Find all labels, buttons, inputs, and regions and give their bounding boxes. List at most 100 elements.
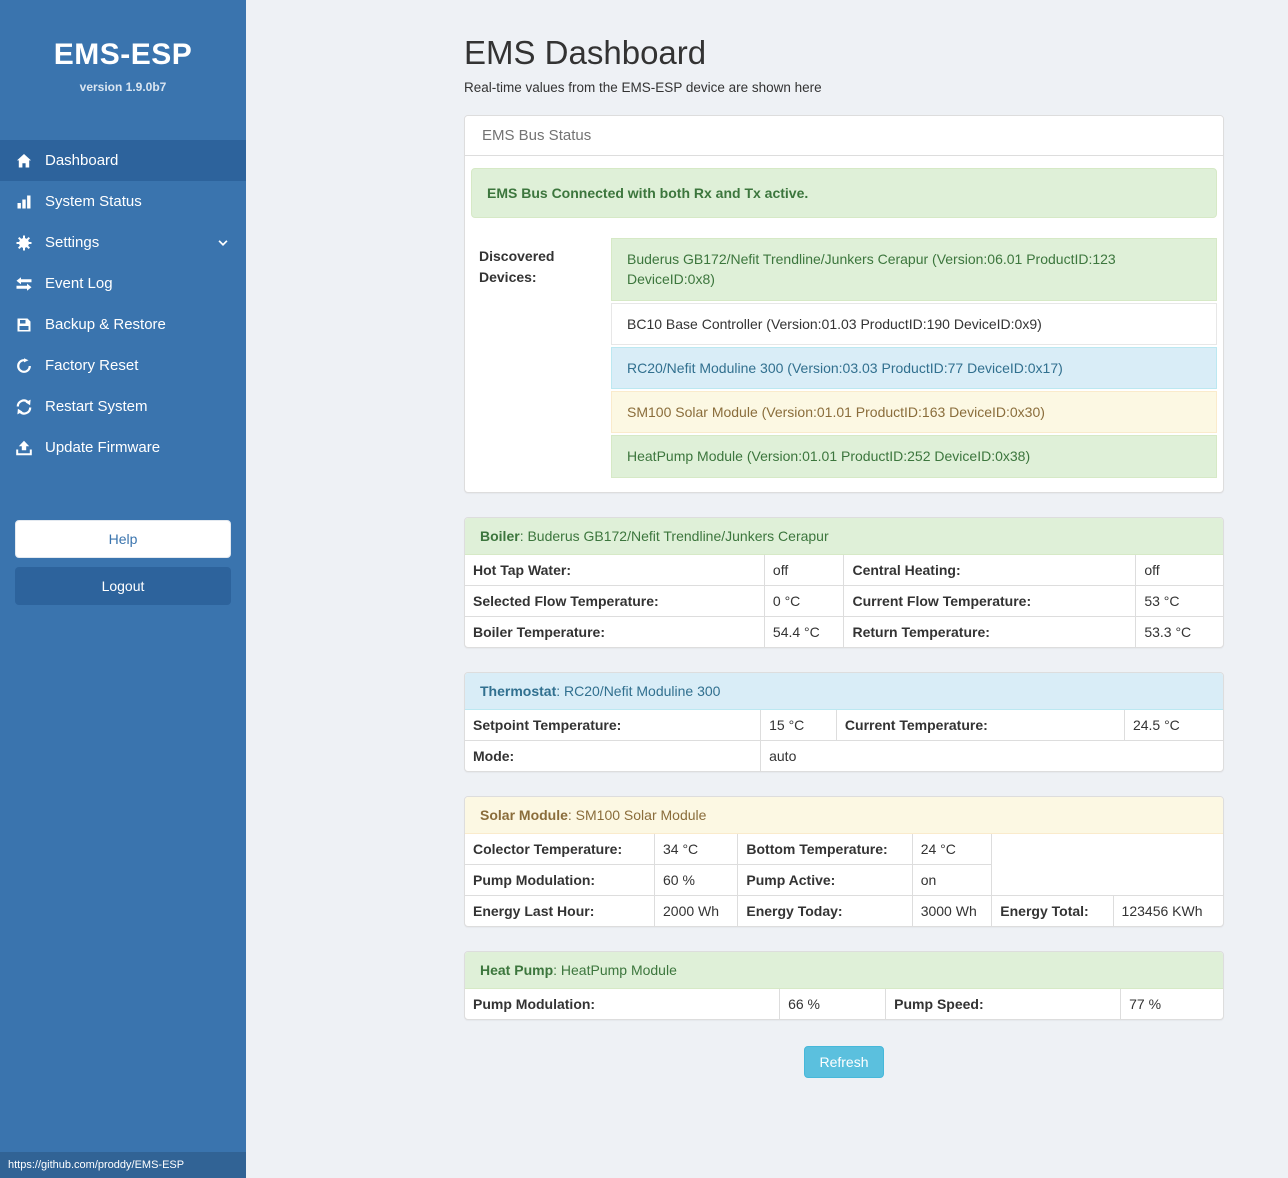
table-row: Colector Temperature: 34 °C Bottom Tempe… [465,833,1223,865]
thermostat-panel: Thermostat: RC20/Nefit Moduline 300 Setp… [464,671,1224,772]
refresh-button[interactable]: Refresh [804,1045,884,1078]
gear-icon [16,235,32,251]
table-row: Boiler Temperature: 54.4 °C Return Tempe… [465,615,1223,647]
upload-icon [16,440,32,456]
hp-pump-modulation-label: Pump Modulation: [465,988,781,1019]
device-list-item: HeatPump Module (Version:01.01 ProductID… [611,435,1217,478]
device-list-item: Buderus GB172/Nefit Trendline/Junkers Ce… [611,238,1217,301]
hp-pump-modulation-value: 66 % [779,988,887,1019]
app-title: EMS-ESP [53,38,193,71]
sidebar-item-label: Dashboard [45,152,119,169]
heat-pump-device-name: : HeatPump Module [553,961,677,978]
boiler-temp-value: 54.4 °C [763,615,845,647]
boiler-device-name: : Buderus GB172/Nefit Trendline/Junkers … [519,527,829,544]
device-list-item: SM100 Solar Module (Version:01.01 Produc… [611,391,1217,434]
discovered-devices: Discovered Devices: Buderus GB172/Nefit … [471,238,1217,486]
heat-pump-panel-header: Heat Pump: HeatPump Module [465,951,1223,989]
sidebar-item-dashboard[interactable]: Dashboard [0,140,246,181]
table-row: Hot Tap Water: off Central Heating: off [465,554,1223,586]
energy-last-hour-label: Energy Last Hour: [465,894,655,926]
save-icon [16,317,32,333]
setpoint-temp-value: 15 °C [760,709,837,741]
logout-button[interactable]: Logout [15,567,231,605]
solar-module-panel: Solar Module: SM100 Solar Module Colecto… [464,795,1224,927]
help-button[interactable]: Help [15,520,231,558]
table-row: Selected Flow Temperature: 0 °C Current … [465,584,1223,617]
solar-device-name: : SM100 Solar Module [567,806,707,823]
sidebar-item-label: Settings [45,234,100,251]
ems-bus-status-panel: EMS Bus Status EMS Bus Connected with bo… [464,115,1224,493]
pump-active-label: Pump Active: [737,863,913,896]
bottom-temp-value: 24 °C [911,833,993,865]
boiler-panel-title: Boiler [480,527,520,544]
pump-active-value: on [911,863,993,896]
boiler-temp-label: Boiler Temperature: [465,615,765,647]
rotate-arrow-icon [16,357,32,374]
sidebar: EMS-ESP version 1.9.0b7 Dashboard System… [0,0,246,1178]
current-temp-value: 24.5 °C [1123,709,1223,741]
sidebar-item-label: Event Log [45,275,113,292]
energy-today-value: 3000 Wh [911,894,993,926]
thermostat-panel-title: Thermostat [480,682,557,699]
hot-tap-water-label: Hot Tap Water: [465,554,765,586]
central-heating-value: off [1135,554,1223,586]
collector-temp-label: Colector Temperature: [465,833,655,865]
thermostat-panel-header: Thermostat: RC20/Nefit Moduline 300 [465,672,1223,710]
github-link[interactable]: https://github.com/proddy/EMS-ESP [8,1159,185,1171]
sidebar-item-factory-reset[interactable]: Factory Reset [0,345,246,386]
chevron-down-icon [216,236,230,250]
bus-connected-alert: EMS Bus Connected with both Rx and Tx ac… [471,168,1217,218]
page-title: EMS Dashboard [464,34,707,71]
ems-bus-status-body: EMS Bus Connected with both Rx and Tx ac… [465,156,1223,492]
selected-flow-temp-label: Selected Flow Temperature: [465,584,765,617]
bottom-temp-label: Bottom Temperature: [737,833,913,865]
hp-pump-speed-label: Pump Speed: [885,988,1122,1019]
energy-last-hour-value: 2000 Wh [653,894,739,926]
sidebar-item-settings[interactable]: Settings [0,222,246,263]
sidebar-item-system-status[interactable]: System Status [0,181,246,222]
table-row: Setpoint Temperature: 15 °C Current Temp… [465,709,1223,741]
solar-panel-title: Solar Module [480,806,568,823]
device-list-item: BC10 Base Controller (Version:01.03 Prod… [611,302,1217,345]
refresh-row: Refresh [464,1044,1224,1078]
boiler-panel: Boiler: Buderus GB172/Nefit Trendline/Ju… [464,516,1224,648]
pump-modulation-value: 60 % [653,863,739,896]
table-row: Pump Modulation: 66 % Pump Speed: 77 % [465,988,1223,1019]
current-temp-label: Current Temperature: [835,709,1125,741]
setpoint-temp-label: Setpoint Temperature: [465,709,762,741]
hp-pump-speed-value: 77 % [1120,988,1223,1019]
boiler-panel-header: Boiler: Buderus GB172/Nefit Trendline/Ju… [465,517,1223,555]
thermostat-device-name: : RC20/Nefit Moduline 300 [556,682,721,699]
discovered-devices-list: Buderus GB172/Nefit Trendline/Junkers Ce… [611,238,1217,480]
return-temp-label: Return Temperature: [843,615,1137,647]
table-row: Pump Modulation: 60 % Pump Active: on [465,863,1223,896]
sidebar-item-update-firmware[interactable]: Update Firmware [0,427,246,468]
pump-modulation-label: Pump Modulation: [465,863,655,896]
sidebar-item-restart-system[interactable]: Restart System [0,386,246,427]
solar-table: Colector Temperature: 34 °C Bottom Tempe… [465,833,1223,926]
ems-bus-status-header: EMS Bus Status [465,116,1223,156]
bar-chart-icon [16,194,32,210]
central-heating-label: Central Heating: [843,554,1137,586]
sidebar-item-label: Update Firmware [45,439,161,456]
table-row: Energy Last Hour: 2000 Wh Energy Today: … [465,894,1223,926]
heat-pump-panel: Heat Pump: HeatPump Module Pump Modulati… [464,950,1224,1020]
sidebar-footer: https://github.com/proddy/EMS-ESP [0,1152,246,1178]
thermostat-table: Setpoint Temperature: 15 °C Current Temp… [465,709,1223,771]
sidebar-buttons: Help Logout [15,520,231,605]
heat-pump-table: Pump Modulation: 66 % Pump Speed: 77 % [465,988,1223,1019]
current-flow-temp-label: Current Flow Temperature: [843,584,1137,617]
mode-value: auto [760,739,1223,771]
sidebar-item-event-log[interactable]: Event Log [0,263,246,304]
current-flow-temp-value: 53 °C [1135,584,1223,617]
app-version: version 1.9.0b7 [79,80,167,94]
discovered-devices-label: Discovered Devices: [479,248,555,285]
table-row: Mode: auto [465,739,1223,771]
return-temp-value: 53.3 °C [1135,615,1223,647]
solar-panel-header: Solar Module: SM100 Solar Module [465,796,1223,834]
sidebar-item-label: Backup & Restore [45,316,166,333]
energy-today-label: Energy Today: [737,894,913,926]
energy-total-label: Energy Total: [991,894,1114,926]
sync-arrows-icon [16,398,32,415]
sidebar-item-backup-restore[interactable]: Backup & Restore [0,304,246,345]
